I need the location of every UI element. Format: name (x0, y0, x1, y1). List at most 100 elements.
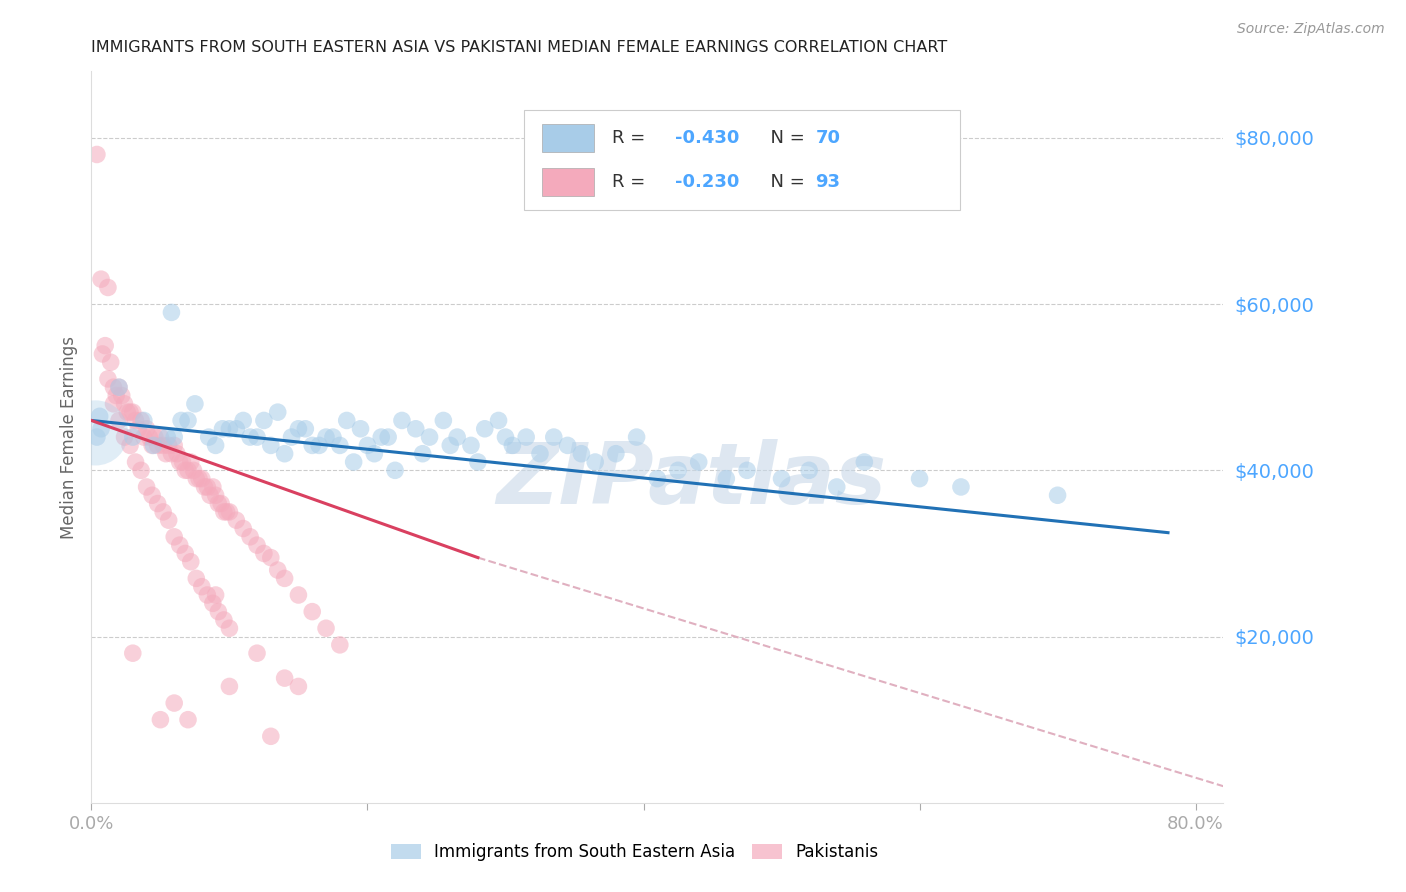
Point (90, 272, 112, 286)
Point (135, 480, 157, 494)
Point (146, 438, 169, 452)
Point (645, 472, 668, 486)
Point (142, 438, 165, 452)
Point (108, 380, 131, 394)
Text: 93: 93 (815, 173, 841, 191)
Point (626, 430, 648, 444)
Point (405, 422, 427, 436)
Point (207, 497, 229, 511)
Point (204, 488, 226, 502)
Point (157, 438, 180, 452)
Point (218, 422, 240, 436)
Point (308, 438, 330, 452)
Point (287, 680, 309, 694)
Point (163, 438, 186, 452)
Point (853, 455, 876, 469)
Point (108, 380, 131, 394)
Point (157, 513, 180, 527)
Point (91, 347, 114, 361)
Point (177, 713, 200, 727)
Point (225, 513, 247, 527)
Point (180, 455, 202, 469)
Point (186, 571, 208, 585)
Point (343, 455, 366, 469)
Point (97, 280, 120, 294)
Point (166, 447, 188, 461)
Point (169, 538, 191, 552)
Point (419, 430, 441, 444)
Legend: Immigrants from South Eastern Asia, Pakistanis: Immigrants from South Eastern Asia, Paki… (384, 837, 886, 868)
Point (114, 397, 136, 411)
Point (195, 480, 218, 494)
Point (329, 438, 352, 452)
Point (111, 388, 134, 402)
Point (273, 571, 295, 585)
Point (163, 530, 186, 544)
Point (356, 438, 378, 452)
Point (239, 430, 262, 444)
Point (204, 588, 226, 602)
Point (121, 405, 143, 419)
Point (198, 488, 221, 502)
Point (118, 438, 141, 452)
Point (149, 713, 172, 727)
Point (515, 430, 537, 444)
Text: IMMIGRANTS FROM SOUTH EASTERN ASIA VS PAKISTANI MEDIAN FEMALE EARNINGS CORRELATI: IMMIGRANTS FROM SOUTH EASTERN ASIA VS PA… (91, 40, 948, 55)
Point (141, 438, 163, 452)
Point (143, 430, 166, 444)
Point (212, 505, 235, 519)
Point (218, 505, 240, 519)
Point (90, 422, 112, 436)
Point (117, 405, 139, 419)
Point (191, 580, 214, 594)
Point (155, 447, 177, 461)
Point (160, 447, 183, 461)
Point (260, 729, 283, 743)
Text: Source: ZipAtlas.com: Source: ZipAtlas.com (1237, 22, 1385, 37)
Point (501, 438, 523, 452)
Point (201, 596, 224, 610)
Point (688, 455, 710, 469)
Point (377, 430, 399, 444)
Text: N =: N = (759, 173, 811, 191)
Point (191, 472, 214, 486)
Point (267, 563, 290, 577)
Point (260, 438, 283, 452)
Point (287, 422, 309, 436)
Text: R =: R = (612, 129, 651, 147)
Point (170, 413, 193, 427)
Point (273, 447, 295, 461)
Point (287, 588, 309, 602)
Point (735, 463, 758, 477)
Point (129, 413, 152, 427)
Point (201, 480, 224, 494)
Point (273, 671, 295, 685)
Point (100, 355, 122, 369)
Point (246, 430, 269, 444)
Point (467, 455, 489, 469)
Point (1046, 488, 1069, 502)
Point (246, 538, 269, 552)
Point (495, 430, 517, 444)
Point (209, 497, 232, 511)
Point (207, 605, 229, 619)
Point (86, 430, 108, 444)
Point (488, 413, 510, 427)
Point (84, 425, 107, 440)
Point (583, 455, 606, 469)
Point (186, 472, 208, 486)
Point (172, 455, 194, 469)
Point (212, 613, 235, 627)
Point (180, 555, 202, 569)
Point (184, 397, 207, 411)
Point (141, 488, 163, 502)
Point (301, 438, 323, 452)
Point (124, 413, 146, 427)
Point (218, 621, 240, 635)
Point (177, 463, 200, 477)
Point (908, 472, 931, 486)
Point (412, 447, 434, 461)
Point (474, 422, 496, 436)
Y-axis label: Median Female Earnings: Median Female Earnings (59, 335, 77, 539)
Point (152, 505, 174, 519)
